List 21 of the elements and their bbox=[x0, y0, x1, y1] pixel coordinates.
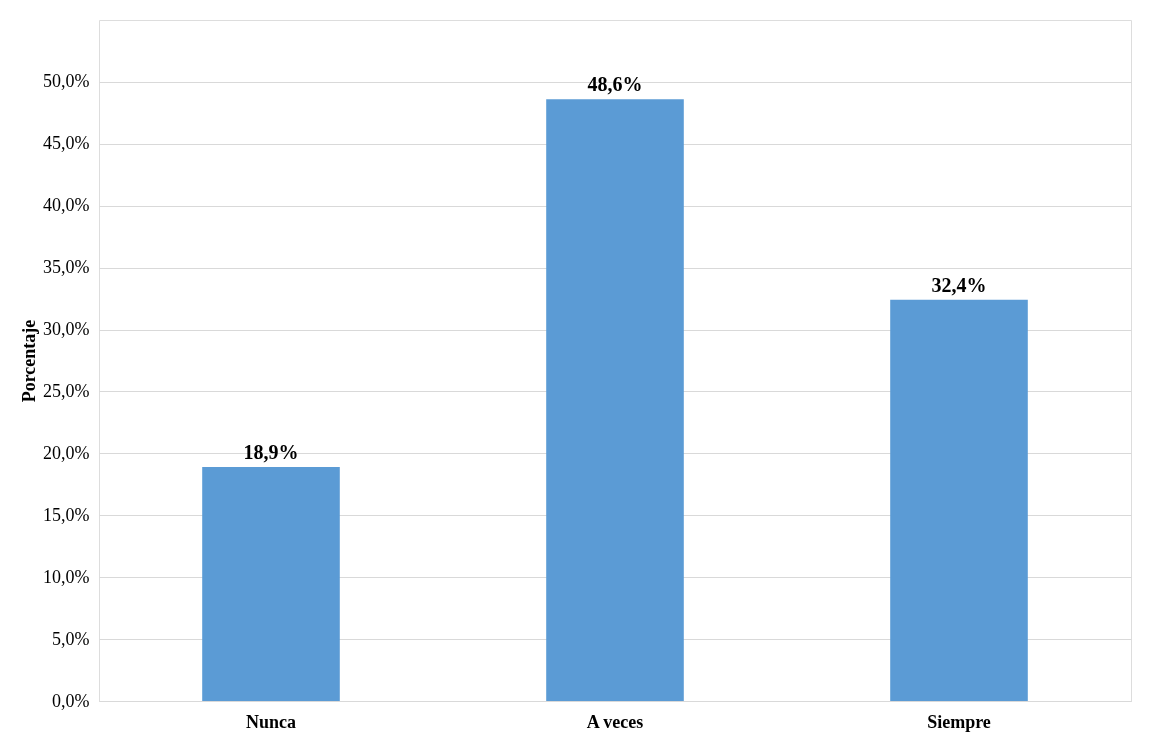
x-tick-label: Nunca bbox=[245, 711, 297, 732]
y-tick-label: 15,0% bbox=[43, 504, 90, 525]
y-tick-label: 40,0% bbox=[43, 195, 90, 216]
bar bbox=[546, 99, 684, 701]
data-label: 18,9% bbox=[243, 440, 299, 463]
y-tick-label: 45,0% bbox=[43, 133, 90, 154]
data-label: 48,6% bbox=[587, 73, 643, 96]
y-tick-label: 50,0% bbox=[43, 71, 90, 92]
y-tick-label: 10,0% bbox=[43, 566, 90, 587]
y-tick-label: 20,0% bbox=[43, 442, 90, 463]
x-tick-label: Siempre bbox=[927, 711, 991, 732]
y-tick-label: 25,0% bbox=[43, 380, 90, 401]
y-axis-title: Porcentaje bbox=[19, 319, 40, 403]
y-tick-label: 35,0% bbox=[43, 257, 90, 278]
y-tick-label: 30,0% bbox=[43, 319, 90, 340]
y-tick-label: 5,0% bbox=[52, 628, 90, 649]
bar bbox=[202, 466, 340, 701]
data-label: 32,4% bbox=[931, 273, 987, 296]
x-tick-label: A veces bbox=[586, 711, 644, 732]
y-tick-label: 0,0% bbox=[52, 690, 90, 711]
bar bbox=[890, 299, 1028, 701]
